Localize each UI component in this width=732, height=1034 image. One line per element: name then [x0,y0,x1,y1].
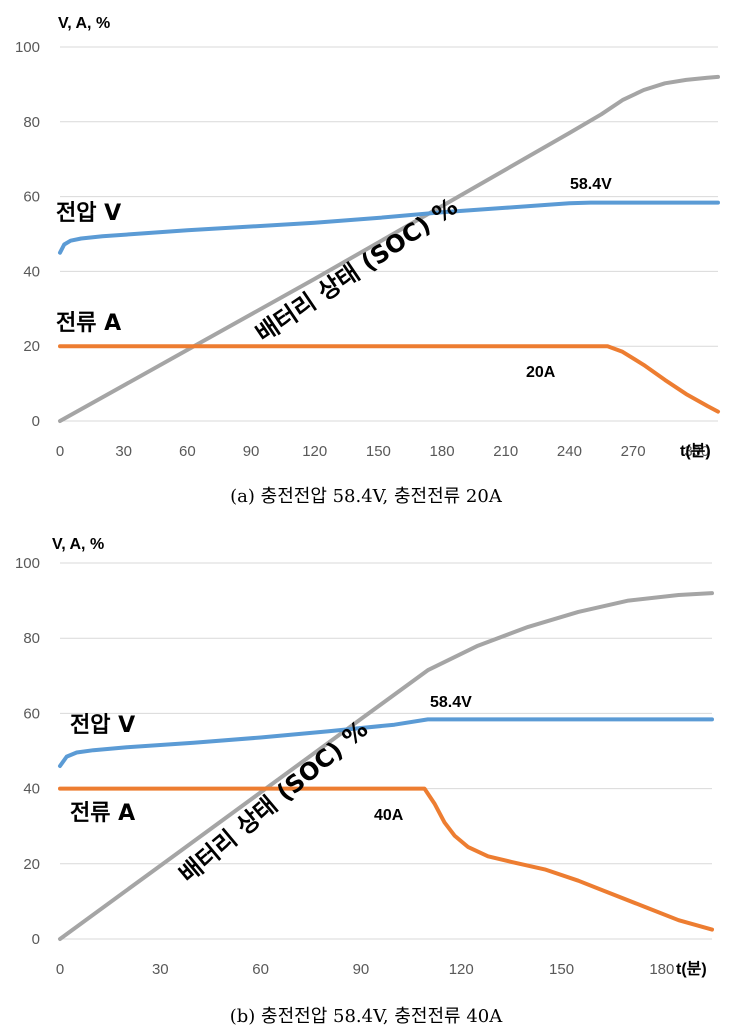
voltage-value-label: 58.4V [570,176,612,193]
x-tick-label: 210 [493,443,518,460]
y-tick-label: 60 [23,705,40,722]
x-tick-label: 90 [243,443,260,460]
x-tick-label: 0 [56,443,64,460]
voltage-value-label: 58.4V [430,694,472,711]
y-tick-label: 0 [32,413,40,430]
y-tick-label: 0 [32,931,40,948]
x-tick-label: 150 [549,961,574,978]
current-value-label: 40A [374,807,404,824]
y-axis-title: V, A, % [52,536,104,553]
voltage-label: 전압 V [56,201,121,226]
current-label: 전류 A [70,801,135,826]
caption-b: (b) 충전전압 58.4V, 충전전류 40A [229,1006,503,1027]
y-tick-label: 100 [15,555,40,572]
x-axis-title: t(분) [676,960,707,978]
y-tick-label: 20 [23,338,40,355]
current-line [58,344,720,414]
x-tick-label: 180 [649,961,674,978]
y-tick-label: 20 [23,856,40,873]
y-tick-label: 60 [23,189,40,206]
chart-panel-b: 0 20 40 60 80 100 0 30 60 90 120 150 180 V, A, % t(… [0,518,732,1034]
x-axis-title: t(분) [680,442,711,460]
x-tick-label: 60 [252,961,269,978]
soc-line [58,591,714,941]
y-tick-label: 40 [23,781,40,798]
chart-panel-a: 0 20 40 60 80 100 0 30 60 90 120 150 180 210 240 270 30… [15,15,720,507]
y-tick-label: 100 [15,39,40,56]
y-tick-label: 80 [23,630,40,647]
caption-a: (a) 충전전압 58.4V, 충전전류 20A [230,486,502,507]
x-tick-label: 120 [302,443,327,460]
x-tick-label: 240 [557,443,582,460]
voltage-line [58,717,714,768]
current-label: 전류 A [56,311,121,336]
x-tick-label: 180 [430,443,455,460]
y-tick-label: 40 [23,263,40,280]
current-value-label: 20A [526,364,556,381]
x-tick-label: 30 [152,961,169,978]
x-tick-label: 150 [366,443,391,460]
y-tick-label: 80 [23,114,40,131]
x-tick-label: 90 [353,961,370,978]
chart-a: 0 20 40 60 80 100 0 30 60 90 120 150 180 210 240 270 30… [15,15,720,460]
x-tick-label: 60 [179,443,196,460]
x-tick-label: 270 [621,443,646,460]
x-tick-label: 30 [115,443,132,460]
voltage-label: 전압 V [70,713,135,738]
y-axis-title: V, A, % [58,15,110,32]
voltage-line [58,200,720,255]
chart-b: 0 20 40 60 80 100 0 30 60 90 120 150 180 V, A, % t(… [15,536,714,978]
current-line [58,786,714,932]
x-tick-label: 300 [684,443,709,460]
soc-label: 배터리 상태 (SOC) % [251,192,463,348]
soc-line [58,74,720,423]
x-tick-label: 120 [449,961,474,978]
x-tick-label: 0 [56,961,64,978]
